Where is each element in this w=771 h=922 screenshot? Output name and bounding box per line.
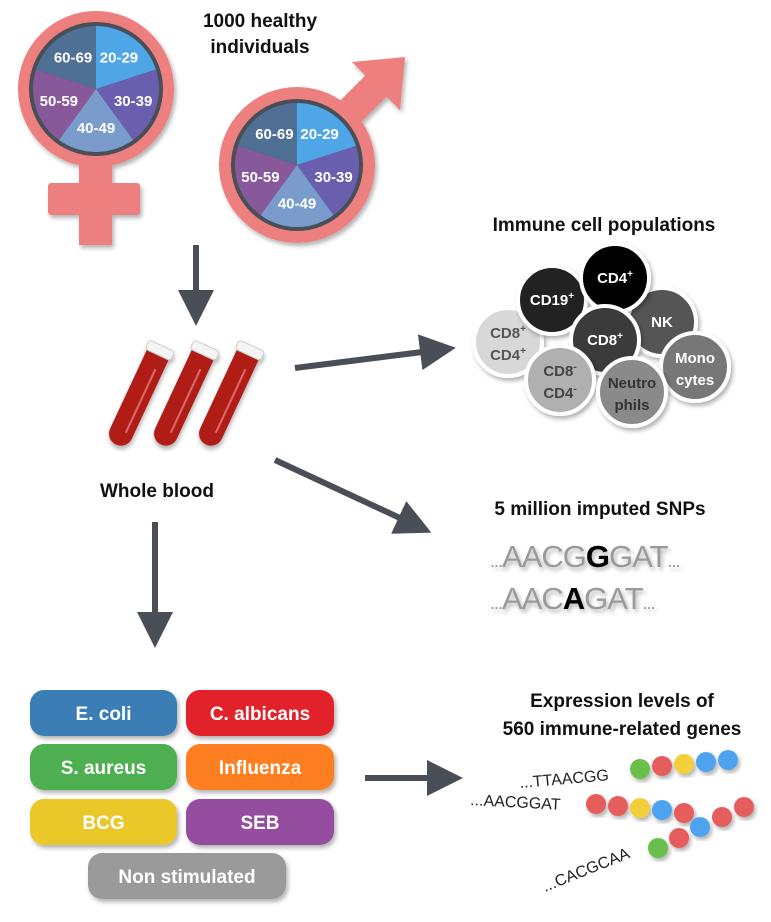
pie-slice-30-39 [297, 145, 359, 216]
pie-slice-40-49 [58, 89, 134, 152]
expression-dot [690, 817, 710, 837]
snps-title: 5 million imputed SNPs [494, 499, 705, 520]
cells-title: Immune cell populations [493, 215, 716, 236]
whole-blood-label: Whole blood [100, 481, 214, 502]
expression-dot [652, 800, 672, 820]
age-label: 40-49 [77, 120, 115, 137]
age-label: 40-49 [278, 195, 316, 212]
stimulus-bcg: BCG [30, 799, 177, 845]
blood-tubes [108, 340, 265, 446]
expression-dot [674, 803, 694, 823]
age-label: 50-59 [40, 93, 78, 110]
expression-dot [652, 756, 672, 776]
expression-dot [696, 752, 716, 772]
pie-slice-60-69 [36, 26, 96, 89]
cell-label: CD4- [543, 384, 576, 402]
expression-dot [630, 798, 650, 818]
stimulus-label: Influenza [219, 758, 302, 779]
blood-tube-icon [108, 340, 175, 446]
stimulus-s-aureus: S. aureus [30, 744, 177, 790]
expression-dot [734, 797, 754, 817]
blood-tube-icon [153, 340, 220, 446]
age-label: 60-69 [54, 49, 92, 66]
cell-label: cytes [676, 372, 714, 389]
expression-dot [718, 750, 738, 770]
expression-dot [608, 796, 628, 816]
male-age-pie: 20-29 30-39 40-49 50-59 60-69 [235, 103, 359, 227]
gene-read-3: ...CACGCAA [540, 845, 632, 896]
cell-cd4: CD4+ [579, 242, 651, 314]
expression-dot [630, 759, 650, 779]
expression-dot [669, 828, 689, 848]
cell-label: Mono [675, 350, 715, 367]
female-age-pie: 20-29 30-39 40-49 50-59 60-69 [33, 26, 159, 152]
cell-cd8cd4: CD8+ CD4+ [472, 306, 544, 378]
cohort-title-2: individuals [210, 37, 309, 58]
pie-slice-40-49 [260, 165, 334, 227]
stimulus-e-coli: E. coli [30, 690, 177, 736]
stimulus-non-stimulated: Non stimulated [88, 853, 286, 899]
age-label: 60-69 [255, 126, 293, 143]
stimulus-label: BCG [82, 813, 124, 834]
pie-slice-50-59 [235, 145, 297, 216]
arrow-to-snps [273, 457, 432, 534]
expression-title-2: 560 immune-related genes [503, 719, 742, 740]
expression-dots [586, 750, 754, 858]
cell-label: CD8+ [587, 331, 623, 349]
stimuli-list: E. coli C. albicans S. aureus Influenza BCG S… [30, 690, 334, 899]
cell-neutrophils: Neutro phils [596, 356, 668, 428]
stimulus-seb: SEB [186, 799, 334, 845]
age-label: 30-39 [114, 93, 152, 110]
arrow-to-cells [294, 334, 456, 371]
expression-dot [648, 838, 668, 858]
cell-cd8cd4: CD8- CD4- [524, 344, 596, 416]
stimulus-influenza: Influenza [186, 744, 334, 790]
pie-slice-30-39 [96, 69, 159, 140]
blood-tube-icon [198, 340, 265, 446]
cell-cd19: CD19+ [516, 264, 588, 336]
gene-read-1: ...TTAACGG [519, 767, 610, 792]
snp-sequence-1: ...AACGGGAT... [490, 539, 679, 574]
age-label: 50-59 [241, 169, 279, 186]
stimulus-label: E. coli [76, 704, 132, 725]
cell-label: Neutro [608, 375, 656, 392]
cell-label: CD8+ [490, 324, 526, 342]
cell-monocytes: Mono cytes [659, 331, 731, 403]
cell-label: NK [651, 314, 673, 331]
cell-cd8: CD8+ [569, 304, 641, 376]
stimulus-c-albicans: C. albicans [186, 690, 334, 736]
cell-label: CD19+ [530, 291, 574, 309]
expression-dot [712, 807, 732, 827]
cell-label: phils [614, 397, 649, 414]
pie-slice-60-69 [238, 103, 297, 165]
stimulus-label: C. albicans [210, 704, 310, 725]
expression-dot [586, 794, 606, 814]
pie-slice-20-29 [96, 26, 156, 89]
gene-read-2: ...AACGGAT [470, 792, 561, 814]
cohort-title: 1000 healthy [203, 11, 317, 32]
cell-label: CD4+ [490, 346, 526, 364]
stimulus-label: SEB [240, 813, 279, 834]
cell-label: CD8- [543, 362, 576, 380]
age-label: 20-29 [300, 126, 338, 143]
stimulus-label: Non stimulated [118, 867, 255, 888]
expression-title: Expression levels of [530, 691, 714, 712]
pie-slice-20-29 [297, 103, 356, 165]
stimulus-label: S. aureus [61, 758, 147, 779]
age-label: 30-39 [314, 169, 352, 186]
immune-cells-cluster: CD8+ CD4+ CD19+ NK CD4+ CD8+ Mono cytes CD8- CD4-… [472, 242, 731, 428]
expression-dot [674, 754, 694, 774]
pie-slice-50-59 [33, 69, 96, 140]
snp-sequence-2: ...AACAGAT... [490, 581, 655, 616]
cell-label: CD4+ [597, 269, 633, 287]
age-label: 20-29 [100, 49, 138, 66]
